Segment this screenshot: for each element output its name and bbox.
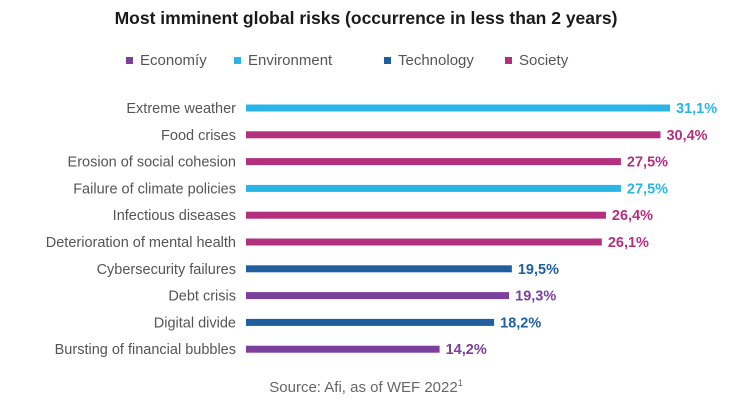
category-label-erosion-of-social-cohesion: Erosion of social cohesion — [68, 155, 236, 171]
value-label-food-crises: 30,4% — [666, 128, 707, 144]
value-label-debt-crisis: 19,3% — [515, 289, 556, 305]
bar-infectious-diseases — [246, 211, 606, 219]
bar-extreme-weather — [246, 104, 670, 112]
legend-item-society: Society — [505, 52, 568, 69]
legend-label-society: Society — [519, 52, 569, 69]
category-label-cybersecurity-failures: Cybersecurity failures — [97, 262, 236, 278]
source-note: Source: Afi, as of WEF 20221 — [0, 378, 732, 396]
category-label-infectious-diseases: Infectious diseases — [113, 208, 236, 224]
value-label-deterioration-of-mental-health: 26,1% — [608, 235, 649, 251]
bar-erosion-of-social-cohesion — [246, 158, 621, 166]
bar-deterioration-of-mental-health — [246, 238, 602, 246]
category-label-deterioration-of-mental-health: Deterioration of mental health — [46, 235, 236, 251]
legend-label-technology: Technology — [398, 52, 474, 69]
chart-title: Most imminent global risks (occurrence i… — [114, 8, 618, 28]
legend-swatch-economy — [126, 57, 133, 64]
value-label-erosion-of-social-cohesion: 27,5% — [627, 155, 668, 171]
source-footnote-marker: 1 — [457, 378, 463, 388]
value-label-cybersecurity-failures: 19,5% — [518, 262, 559, 278]
bar-bursting-of-financial-bubbles — [246, 345, 440, 353]
category-label-food-crises: Food crises — [161, 128, 236, 144]
category-label-failure-of-climate-policies: Failure of climate policies — [73, 181, 236, 197]
bar-failure-of-climate-policies — [246, 184, 621, 192]
bar-digital-divide — [246, 318, 495, 326]
value-label-bursting-of-financial-bubbles: 14,2% — [446, 342, 487, 358]
legend-label-environment: Environment — [248, 52, 333, 69]
category-label-extreme-weather: Extreme weather — [126, 101, 236, 117]
legend-swatch-society — [505, 57, 512, 64]
category-label-digital-divide: Digital divide — [154, 315, 236, 331]
legend-item-environment: Environment — [234, 52, 332, 69]
legend-item-economy: Economíy — [126, 52, 207, 69]
bar-debt-crisis — [246, 292, 510, 300]
legend-label-economy: Economíy — [140, 52, 207, 69]
category-label-bursting-of-financial-bubbles: Bursting of financial bubbles — [55, 342, 236, 358]
legend-swatch-technology — [384, 57, 391, 64]
value-label-digital-divide: 18,2% — [500, 315, 541, 331]
value-label-failure-of-climate-policies: 27,5% — [627, 181, 668, 197]
legend-swatch-environment — [234, 57, 241, 64]
bar-cybersecurity-failures — [246, 265, 512, 273]
category-label-debt-crisis: Debt crisis — [168, 289, 236, 305]
legend-item-technology: Technology — [384, 52, 474, 69]
source-text: Source: Afi, as of WEF 2022 — [269, 379, 458, 396]
bar-food-crises — [246, 131, 661, 139]
value-label-infectious-diseases: 26,4% — [612, 208, 653, 224]
value-label-extreme-weather: 31,1% — [676, 101, 717, 117]
